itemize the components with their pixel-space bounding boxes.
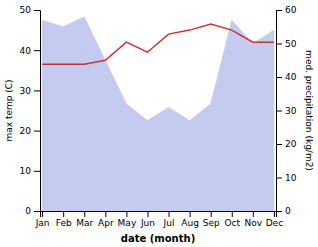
tick: 20 (20, 126, 40, 136)
tick: Apr (98, 211, 114, 228)
tick-mark (169, 211, 170, 217)
tick-mark (232, 211, 233, 217)
x-axis: Jan Feb Mar Apr MayJun Jul Aug Sep Oct NovDec (35, 211, 283, 228)
tick-label: Jul (163, 218, 175, 228)
tick-mark (276, 178, 282, 179)
tick-label: Oct (224, 218, 240, 228)
tick: Jul (163, 211, 175, 228)
tick-mark (253, 211, 254, 217)
tick-mark (147, 211, 148, 217)
tick: Nov (245, 211, 263, 228)
tick-mark (274, 211, 275, 217)
tick-mark (126, 211, 127, 217)
tick-label: Aug (181, 218, 199, 228)
chart: JanFebMarAprMayJunJulAugSepOctNovDec0102… (0, 0, 318, 247)
axis-line (41, 212, 277, 218)
tick: 0 (25, 206, 40, 216)
tick-label: 30 (285, 106, 297, 116)
tick-mark (276, 10, 282, 11)
tick-label: 10 (20, 166, 32, 176)
tick: Sep (203, 211, 220, 228)
tick: 60 (276, 5, 297, 15)
marks (42, 17, 274, 211)
tick: Jun (140, 211, 155, 228)
tick-mark (34, 171, 40, 172)
tick-mark (42, 211, 43, 217)
tick-mark (190, 211, 191, 217)
tick-mark (84, 211, 85, 217)
tick-label: Jun (140, 218, 155, 228)
precipitation-area (42, 17, 274, 211)
tick: Mar (76, 211, 93, 228)
tick: 40 (276, 72, 297, 82)
tick-mark (34, 50, 40, 51)
x-axis-title: date (month) (121, 233, 195, 244)
tick-label: 40 (285, 72, 297, 82)
tick-label: 20 (20, 126, 32, 136)
tick: 50 (276, 39, 297, 49)
tick-mark (276, 77, 282, 78)
tick-mark (63, 211, 64, 217)
tick-label: 50 (285, 39, 297, 49)
tick-mark (276, 111, 282, 112)
tick-mark (276, 44, 282, 45)
tick-label: 10 (285, 173, 297, 183)
tick: 30 (276, 106, 297, 116)
tick: Aug (181, 211, 199, 228)
temperature-line (42, 24, 274, 64)
tick-mark (211, 211, 212, 217)
y2-axis: 0 10 20 30 40 50 60 (276, 5, 297, 216)
tick: 10 (276, 173, 297, 183)
tick: 0 (276, 206, 291, 216)
tick-label: May (118, 218, 137, 228)
tick: Feb (56, 211, 72, 228)
tick-label: 40 (20, 46, 32, 56)
tick: 50 (20, 5, 40, 15)
y-axis: 0 10 20 30 40 50 (20, 5, 41, 216)
tick-label: Apr (98, 218, 114, 228)
tick: Jan (35, 211, 50, 228)
axis-line (34, 11, 41, 212)
y2-axis-title: med. precipitation (kg/m2) (304, 50, 314, 171)
tick: 10 (20, 166, 40, 176)
tick-mark (34, 10, 40, 11)
tick-mark (34, 90, 40, 91)
tick: Dec (266, 211, 283, 228)
tick-mark (34, 131, 40, 132)
tick-label: 60 (285, 5, 297, 15)
tick-label: 20 (285, 139, 297, 149)
tick-mark (105, 211, 106, 217)
tick-mark (276, 211, 282, 212)
tick: May (118, 211, 137, 228)
plot: JanFebMarAprMayJunJulAugSepOctNovDec0102… (4, 5, 314, 244)
tick-mark (34, 211, 40, 212)
tick-label: Jan (35, 218, 50, 228)
tick-label: Feb (56, 218, 72, 228)
tick-label: Dec (266, 218, 283, 228)
tick-mark (276, 144, 282, 145)
tick-label: Nov (245, 218, 263, 228)
tick: 30 (20, 86, 40, 96)
tick: Oct (224, 211, 240, 228)
y-axis-title: max temp (C) (4, 79, 14, 141)
tick-label: 0 (25, 206, 31, 216)
tick-label: Mar (76, 218, 93, 228)
tick-label: 0 (285, 206, 291, 216)
axis-line (277, 11, 283, 212)
tick-label: 50 (20, 5, 32, 15)
tick-label: Sep (203, 218, 220, 228)
tick: 40 (20, 46, 40, 56)
tick: 20 (276, 139, 297, 149)
tick-label: 30 (20, 86, 32, 96)
